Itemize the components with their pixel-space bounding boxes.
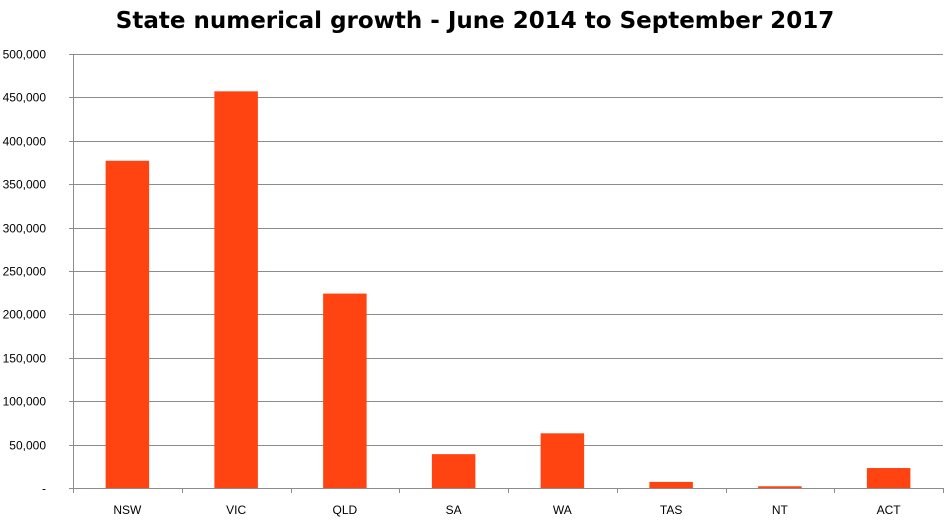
y-tick-label: 250,000 (3, 265, 47, 279)
bar-wa (540, 433, 585, 488)
x-tick-label-tas: TAS (660, 503, 682, 517)
bar-nsw (105, 160, 150, 488)
x-tick-label-nsw: NSW (113, 503, 142, 517)
bar-sa (431, 454, 476, 488)
chart-title: State numerical growth - June 2014 to Se… (115, 8, 835, 34)
x-tick-label-nt: NT (772, 503, 789, 517)
y-tick-label: 400,000 (3, 135, 47, 149)
bar-layer (105, 91, 911, 488)
y-tick-label: 100,000 (3, 395, 47, 409)
label-layer: - 50,000 100,000 150,000 200,000 250,000 300,0… (3, 48, 902, 518)
bar-nt (758, 486, 802, 488)
y-tick-label: 350,000 (3, 178, 47, 192)
bar-tas (649, 481, 693, 488)
x-tick-label-qld: QLD (333, 503, 358, 517)
bar-act (866, 468, 911, 488)
bar-vic (214, 91, 258, 488)
x-tick-label-vic: VIC (226, 503, 246, 517)
y-tick-label: 450,000 (3, 91, 47, 105)
y-tick-label: 50,000 (9, 439, 46, 453)
grid-layer (73, 54, 943, 446)
bar-qld (323, 293, 367, 488)
y-tick-label: 300,000 (3, 222, 47, 236)
x-tick-label-sa: SA (446, 503, 462, 517)
y-tick-label: 200,000 (3, 308, 47, 322)
x-tick-label-wa: WA (553, 503, 572, 517)
axis-layer (69, 54, 944, 493)
x-tick-label-act: ACT (877, 503, 902, 517)
y-tick-label: 150,000 (3, 352, 47, 366)
y-tick-label: - (42, 482, 46, 496)
y-tick-label: 500,000 (3, 48, 47, 62)
